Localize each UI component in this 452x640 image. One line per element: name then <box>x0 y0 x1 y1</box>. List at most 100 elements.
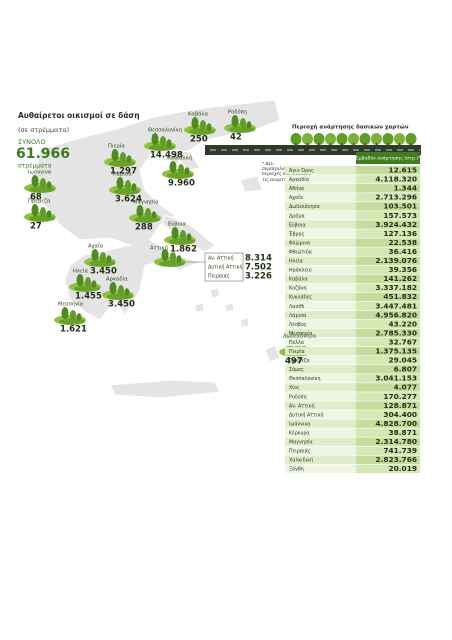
row-name: Ιωάννινα <box>289 420 310 427</box>
region-name: Πιερία <box>108 143 126 150</box>
region-value: 27 <box>30 222 42 232</box>
value-bg <box>356 392 420 401</box>
row-name: Αχαΐα <box>289 193 303 201</box>
value-bg <box>356 229 420 238</box>
forest-trunk <box>410 143 412 147</box>
row-value: 3.337.182 <box>375 283 417 292</box>
map-labels: Καβάλα 250 Ροδόπη 42 Θεσσαλονίκη 14.498 Πιερία… <box>28 109 317 367</box>
value-bg <box>356 283 420 293</box>
value-bg <box>356 310 420 320</box>
value-bg <box>356 464 420 474</box>
row-name: Πέλλα <box>289 339 304 346</box>
row-bg <box>285 175 356 184</box>
tree <box>136 205 144 217</box>
value-bg <box>356 328 420 338</box>
total-unit: στρέμματα <box>18 163 52 170</box>
row-bg <box>285 247 356 256</box>
region-value: 497 <box>285 357 303 367</box>
row-name: Άγιο Όρος <box>289 167 314 174</box>
region-value: 9.960 <box>168 179 195 189</box>
row-value: 1.375.135 <box>375 347 417 356</box>
attica-value: 7.502 <box>245 263 272 273</box>
total-value: 61.966 <box>16 146 70 162</box>
tree <box>171 227 179 239</box>
region-value: 250 <box>190 135 208 145</box>
row-bg <box>285 347 356 356</box>
value-bg <box>356 175 420 184</box>
value-bg <box>356 455 420 465</box>
row-value: 12.615 <box>388 166 417 175</box>
row-value: 451.832 <box>383 292 417 301</box>
region-name: Αχαΐα <box>88 242 104 250</box>
value-bg <box>356 292 420 302</box>
row-value: 3.924.432 <box>375 220 417 229</box>
row-bg <box>285 437 356 446</box>
row-value: 29.045 <box>388 356 417 365</box>
row-value: 4.118.320 <box>375 175 417 184</box>
value-bg <box>356 410 420 419</box>
tree <box>180 230 186 240</box>
row-name: Χίος <box>289 384 300 391</box>
tree <box>106 255 112 263</box>
region-value: 288 <box>135 223 153 233</box>
row-value: 36.416 <box>388 247 417 256</box>
region-name: Λάρισα <box>113 171 132 178</box>
value-bg <box>356 274 420 284</box>
row-name: Εύβοια <box>289 221 306 228</box>
region-value: 1.297 <box>110 167 137 177</box>
region-value: 1.621 <box>60 325 87 335</box>
region-value: 1.862 <box>170 245 197 255</box>
region-value: 14.498 <box>150 151 183 161</box>
region-name: Μεσσηνία <box>58 301 84 308</box>
row-value: 4.956.820 <box>375 310 417 319</box>
row-name: Φλώρινα <box>289 239 310 246</box>
row-bg <box>285 392 356 401</box>
forest-tree <box>382 133 394 145</box>
region-name: Μαγνησία <box>133 199 159 206</box>
row-bg <box>285 455 356 465</box>
tree <box>178 164 184 174</box>
total-label: ΣΥΝΟΛΟ <box>18 138 46 146</box>
value-bg <box>356 184 420 193</box>
forest-trunk <box>341 143 343 147</box>
tree <box>176 255 182 263</box>
value-bg <box>356 347 420 356</box>
row-name: Μαγνησία <box>289 439 313 446</box>
tree <box>61 307 69 319</box>
row-name: Σάμος <box>289 366 304 373</box>
attica-box <box>204 252 244 282</box>
value-bg <box>356 247 420 256</box>
row-value: 3.041.153 <box>375 374 417 383</box>
lesvos <box>239 175 263 193</box>
title: Αυθαίρετοι οικισμοί σε δάση <box>18 111 140 120</box>
row-value: 304.400 <box>383 410 417 419</box>
tree <box>124 288 130 296</box>
row-value: 4.077 <box>394 383 417 392</box>
value-bg <box>356 419 420 428</box>
row-name: Πιερία <box>289 348 305 355</box>
row-value: 22.538 <box>388 238 417 247</box>
row-value: 2.314.780 <box>375 437 417 446</box>
row-bg <box>285 202 356 211</box>
region-value: 3.450 <box>90 267 117 277</box>
tree <box>100 252 106 262</box>
tree <box>191 117 199 129</box>
tree <box>85 277 91 287</box>
value-bg <box>356 193 420 202</box>
region-name: Δωδεκάνησα <box>283 333 317 340</box>
region-value: 42 <box>230 133 242 143</box>
row-name: Λάρισα <box>289 312 306 319</box>
forest-tree <box>325 133 336 145</box>
row-name: Ξάνθη <box>289 466 304 473</box>
tree <box>170 252 176 262</box>
tree <box>169 161 177 173</box>
attica-value: 8.314 <box>245 254 272 264</box>
row-name: Δράμα <box>289 212 305 219</box>
subtitle: (σε στρέμματα) <box>18 126 69 134</box>
value-bg <box>356 374 420 383</box>
table-title: Περιοχή ανάρτησης δασικών χαρτών <box>292 124 409 131</box>
region-value: 68 <box>30 193 42 203</box>
row-bg <box>285 401 356 410</box>
row-value: 38.871 <box>388 428 417 437</box>
row-bg <box>285 166 356 175</box>
